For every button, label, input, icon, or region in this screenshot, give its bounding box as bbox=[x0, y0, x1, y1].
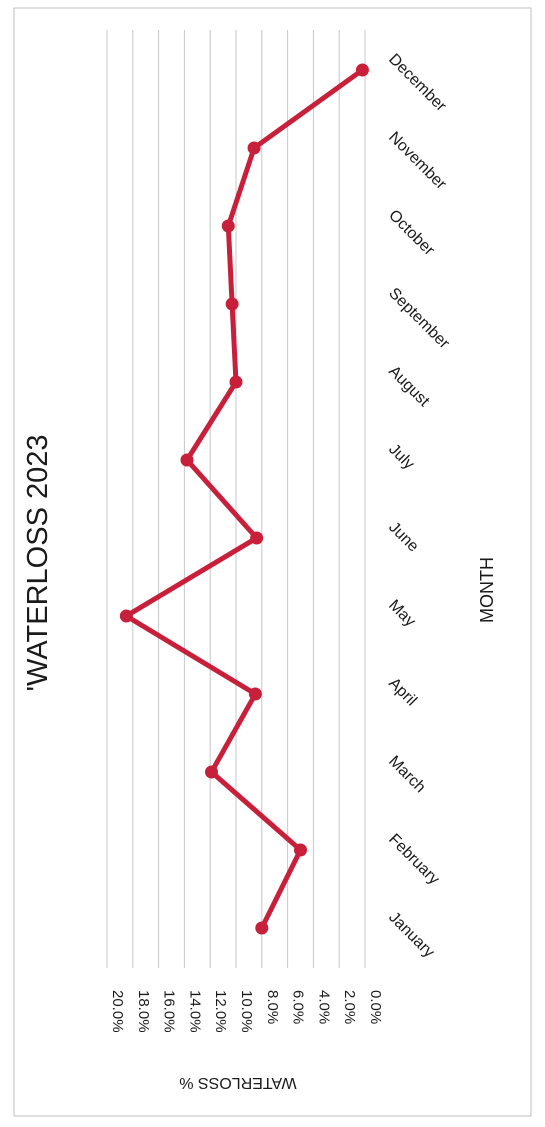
series-points bbox=[119, 63, 369, 935]
y-tick-label: 4.0% bbox=[315, 990, 332, 1024]
data-point bbox=[229, 375, 243, 389]
data-point bbox=[180, 453, 194, 467]
data-point bbox=[221, 219, 235, 233]
data-point bbox=[250, 531, 264, 545]
data-point bbox=[294, 843, 307, 857]
data-point bbox=[119, 609, 133, 623]
y-tick-label: 12.0% bbox=[212, 990, 229, 1033]
chart-title: 'WATERLOSS 2023 bbox=[22, 435, 54, 692]
y-tick-label: 6.0% bbox=[290, 990, 307, 1024]
data-point bbox=[248, 687, 262, 701]
y-tick-label: 0.0% bbox=[367, 990, 384, 1024]
y-tick-label: 16.0% bbox=[161, 990, 178, 1033]
y-tick-label: 20.0% bbox=[109, 990, 126, 1033]
grid-lines bbox=[106, 30, 366, 968]
y-tick-label: 14.0% bbox=[186, 990, 203, 1033]
data-point bbox=[355, 63, 369, 77]
y-axis-ticks: 0.0% 2.0% 4.0% 6.0% 8.0% 10.0% 12.0% 14.0% 16.0%… bbox=[109, 990, 384, 1033]
y-tick-label: 10.0% bbox=[238, 990, 255, 1033]
y-tick-label: 8.0% bbox=[264, 990, 281, 1024]
y-tick-label: 18.0% bbox=[135, 990, 152, 1033]
y-axis-label: WATERLOSS % bbox=[179, 1074, 296, 1091]
data-point bbox=[204, 765, 218, 779]
y-tick-label: 2.0% bbox=[341, 990, 358, 1024]
data-point bbox=[255, 921, 269, 935]
data-point bbox=[225, 297, 239, 311]
chart-frame bbox=[13, 7, 532, 1117]
series-line bbox=[123, 67, 365, 931]
series-line-path bbox=[123, 67, 365, 931]
x-axis-label: MONTH bbox=[477, 557, 497, 623]
data-point bbox=[247, 141, 261, 155]
